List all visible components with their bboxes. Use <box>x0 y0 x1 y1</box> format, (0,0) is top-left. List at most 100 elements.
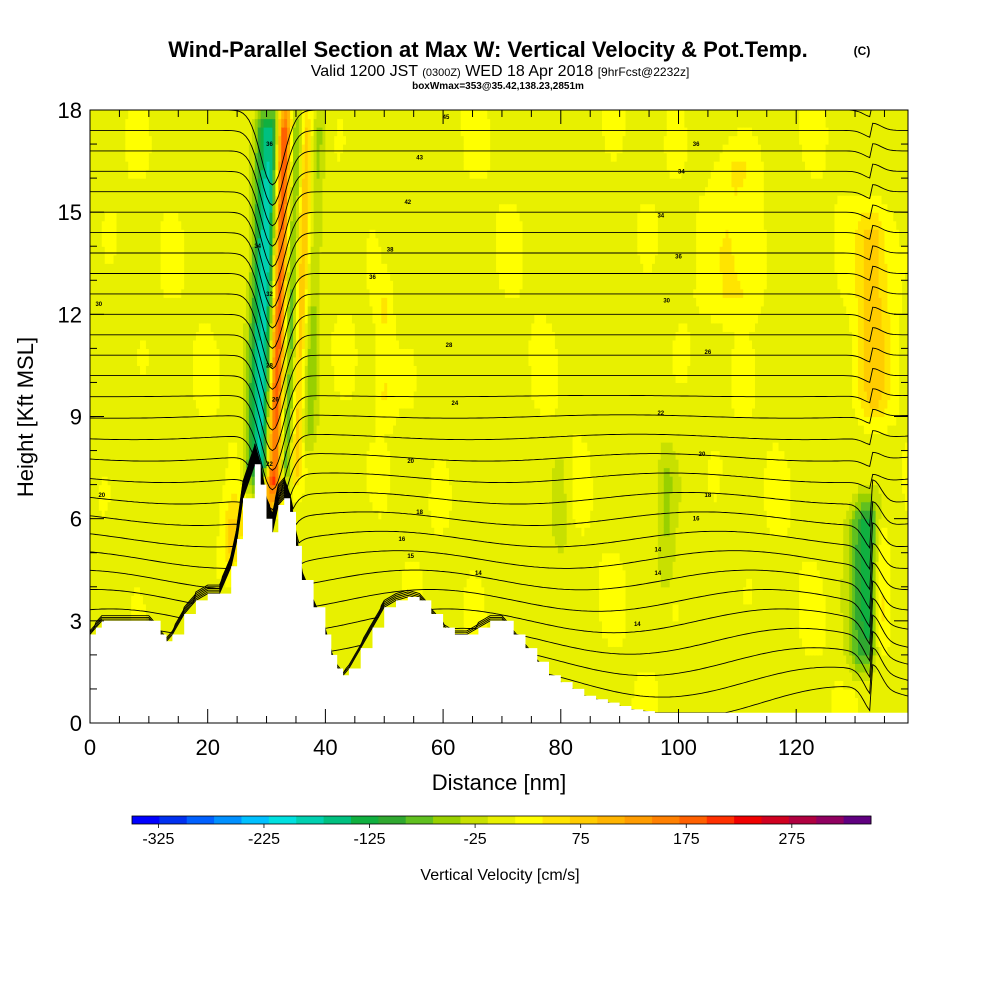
w-cell <box>151 331 156 341</box>
w-cell <box>228 314 232 324</box>
w-cell <box>163 373 168 384</box>
w-cell <box>122 365 126 375</box>
w-cell <box>92 382 97 392</box>
w-cell <box>169 280 173 290</box>
w-cell <box>175 331 179 341</box>
w-cell <box>154 288 159 298</box>
w-cell <box>198 527 203 537</box>
w-cell <box>225 544 229 554</box>
w-cell <box>169 161 173 171</box>
w-cell <box>172 314 176 324</box>
w-cell <box>184 501 188 511</box>
w-cell <box>192 186 197 196</box>
w-cell <box>228 425 232 435</box>
w-cell <box>151 152 156 162</box>
w-cell <box>101 561 106 571</box>
w-cell <box>207 305 212 315</box>
w-cell <box>90 322 94 332</box>
w-cell <box>219 152 224 162</box>
w-cell <box>178 552 182 562</box>
w-cell <box>151 203 156 213</box>
w-cell <box>125 595 129 605</box>
w-cell <box>172 407 176 418</box>
w-cell <box>116 518 121 528</box>
w-cell <box>207 425 212 435</box>
w-cell <box>192 561 197 571</box>
w-cell <box>148 169 153 179</box>
w-cell <box>107 246 112 256</box>
w-cell <box>113 493 118 503</box>
w-cell <box>95 544 100 554</box>
w-cell <box>204 322 209 332</box>
w-cell <box>178 339 182 349</box>
w-cell <box>98 407 103 418</box>
w-cell <box>190 152 194 162</box>
w-cell <box>195 161 200 171</box>
w-cell <box>148 314 153 324</box>
w-cell <box>160 450 165 460</box>
w-cell <box>210 459 215 469</box>
w-cell <box>160 433 165 443</box>
w-cell <box>157 195 162 205</box>
w-cell <box>113 220 118 230</box>
w-cell <box>131 510 135 520</box>
w-cell <box>119 433 123 443</box>
w-cell <box>210 450 215 460</box>
w-cell <box>110 407 115 418</box>
w-cell <box>90 263 94 273</box>
w-cell <box>225 552 229 562</box>
w-cell <box>216 544 221 554</box>
w-cell <box>201 382 206 392</box>
w-cell <box>110 254 115 264</box>
w-cell <box>190 127 194 137</box>
w-cell <box>125 501 129 511</box>
w-cell <box>178 144 182 154</box>
w-cell <box>119 442 123 452</box>
w-cell <box>172 382 176 392</box>
w-cell <box>163 110 168 120</box>
w-cell <box>192 399 197 409</box>
w-cell <box>207 297 212 307</box>
w-cell <box>104 544 109 554</box>
w-cell <box>213 450 218 460</box>
w-cell <box>148 152 153 162</box>
w-cell <box>119 135 123 145</box>
w-cell <box>169 450 173 460</box>
w-cell <box>216 152 221 162</box>
w-cell <box>190 118 194 128</box>
w-cell <box>131 297 135 307</box>
w-cell <box>101 527 106 537</box>
w-cell <box>172 161 176 171</box>
w-cell <box>190 331 194 341</box>
w-cell <box>222 220 226 230</box>
w-cell <box>160 382 165 392</box>
w-cell <box>178 476 182 486</box>
w-cell <box>95 382 100 392</box>
w-cell <box>201 416 206 426</box>
w-cell <box>210 297 215 307</box>
w-cell <box>122 569 126 579</box>
w-cell <box>122 161 126 171</box>
w-cell <box>104 595 109 605</box>
w-cell <box>116 356 121 367</box>
w-cell <box>187 237 191 247</box>
w-cell <box>145 356 150 367</box>
w-cell <box>210 305 215 315</box>
w-cell <box>198 237 203 247</box>
w-cell <box>175 305 179 315</box>
w-cell <box>134 569 138 579</box>
w-cell <box>198 535 203 545</box>
w-cell <box>90 390 94 401</box>
w-cell <box>172 544 176 554</box>
w-cell <box>198 450 203 460</box>
w-cell <box>163 339 168 349</box>
w-cell <box>110 552 115 562</box>
w-cell <box>95 425 100 435</box>
w-cell <box>98 220 103 230</box>
w-cell <box>190 425 194 435</box>
w-cell <box>119 297 123 307</box>
w-cell <box>104 178 109 188</box>
w-cell <box>160 135 165 145</box>
w-cell <box>210 314 215 324</box>
w-cell <box>122 561 126 571</box>
